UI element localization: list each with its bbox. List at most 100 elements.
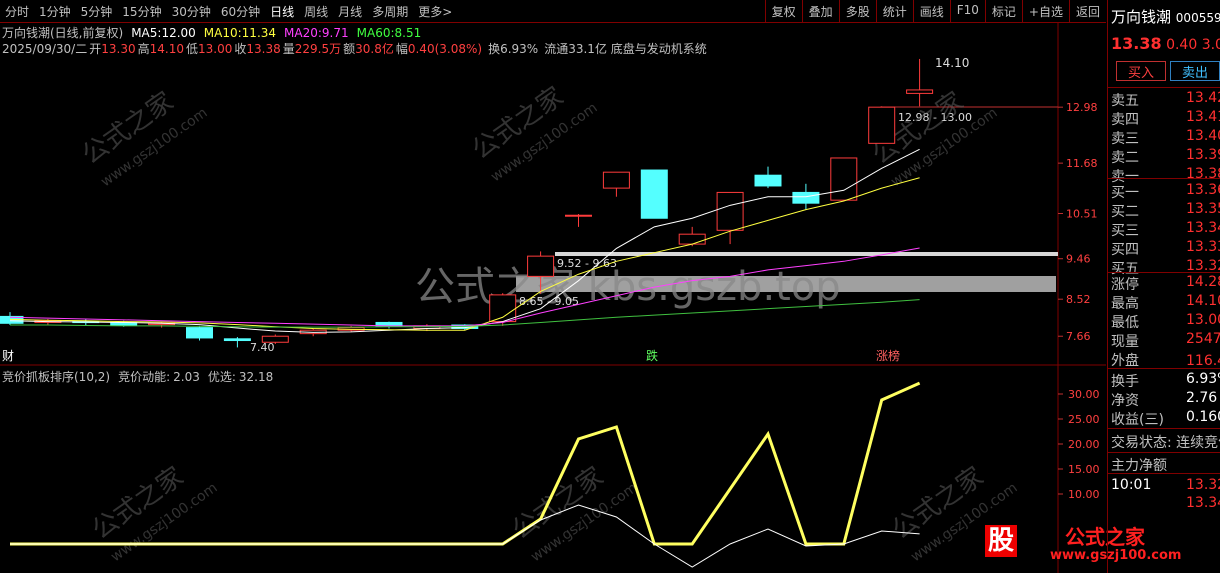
row-value: 14.10	[1186, 293, 1220, 309]
button[interactable]: +自选	[1021, 0, 1069, 22]
book-row: 最高 14.10	[1111, 293, 1220, 313]
y-tick-label: 10.00	[1068, 488, 1100, 501]
line	[10, 299, 920, 328]
indicator-labels: 竞价动能: 2.03 优选: 32.18	[110, 370, 273, 384]
quote-label: 开	[89, 42, 102, 56]
quote-line: 2025/09/30/二 开13.30 高14.10 低13.00 收13.38 量229…	[2, 40, 707, 57]
book-row: 换手 6.93%	[1111, 371, 1220, 391]
row-value: 2.76	[1186, 390, 1218, 406]
tab[interactable]: 更多>	[418, 4, 453, 19]
row-label: 涨停	[1111, 277, 1139, 293]
row-label: 卖四	[1111, 112, 1139, 128]
quote-value: 0.40(3.08%)	[407, 42, 483, 56]
code: 000559	[1175, 11, 1220, 25]
buttons: 复权 叠加 多股 统计 画线 F10 标记 +自选 返回	[764, 0, 1106, 22]
tab[interactable]: 1分钟	[39, 4, 71, 19]
quote-label: 收	[234, 42, 247, 56]
side-panel: 万向钱潮 000559 13.38 0.40 3.08% 买入 卖出 卖五 13.…	[1107, 0, 1220, 573]
tab[interactable]: 60分钟	[220, 4, 261, 19]
y-tick-label: 15.00	[1068, 463, 1100, 476]
button[interactable]: F10	[949, 0, 985, 22]
book-row: 收益(三) 0.160	[1111, 409, 1220, 429]
range-bar	[555, 252, 1058, 256]
book-row: 买二 13.35	[1111, 201, 1220, 221]
quote-label: 高	[137, 42, 150, 56]
quote-label: 流通	[544, 42, 569, 56]
button[interactable]: 返回	[1068, 0, 1106, 22]
tab[interactable]: 周线	[304, 4, 329, 19]
book-row: 净资 2.76	[1111, 390, 1220, 410]
indicator-value: 32.18	[238, 370, 274, 384]
tab[interactable]: 多周期	[372, 4, 409, 19]
button[interactable]: 标记	[984, 0, 1022, 22]
time-text: 10:01	[1111, 477, 1152, 493]
quote-label: 量	[282, 42, 295, 56]
row-label: 买四	[1111, 242, 1139, 258]
tab[interactable]: 月线	[338, 4, 363, 19]
indicator-title: 竞价抓板排序(10,2)	[2, 370, 111, 384]
tab[interactable]: 5分钟	[80, 4, 113, 19]
row-value: 13.00	[1186, 312, 1220, 328]
row-value: 13.40	[1186, 128, 1220, 144]
quote-value: 33.1亿	[568, 42, 607, 56]
sector: 底盘与发动机系统	[610, 42, 707, 56]
quote-label: 额	[343, 42, 356, 56]
y-tick-label: 12.98	[1066, 101, 1098, 114]
row-label: 最高	[1111, 296, 1139, 312]
separator	[1108, 272, 1220, 273]
ma-label: MA20:	[284, 26, 322, 40]
tick-price: 13.32	[1186, 477, 1220, 493]
ma-value: 8.51	[394, 26, 422, 40]
sell-button[interactable]: 卖出	[1170, 61, 1220, 81]
tick-price: 13.34	[1186, 495, 1220, 511]
row-value: 13.35	[1186, 201, 1220, 217]
book-row: 买一 13.36	[1111, 182, 1220, 202]
button[interactable]: 统计	[875, 0, 913, 22]
row-value: 13.38	[1186, 166, 1220, 182]
candle-body	[223, 338, 251, 342]
marker: 跌	[646, 348, 658, 363]
row-label: 卖一	[1111, 169, 1139, 185]
row-label: 外盘	[1111, 353, 1139, 369]
quote: 开13.30 高14.10 低13.00 收13.38 量229.5万 额30.8亿 幅0.…	[87, 42, 607, 56]
candle-body	[527, 255, 555, 277]
indicator-label: 优选:	[207, 370, 236, 384]
main-net: 主力净额	[1111, 458, 1167, 474]
row-value: 13.36	[1186, 182, 1220, 198]
tab[interactable]: 分时	[5, 4, 30, 19]
quote-value: 229.5万	[294, 42, 342, 56]
quote-value: 6.93%	[500, 42, 539, 56]
candle-body	[792, 191, 820, 204]
y-tick-label: 8.52	[1066, 293, 1091, 306]
logo: 股	[985, 525, 1017, 557]
button[interactable]: 多股	[838, 0, 876, 22]
change: 0.40	[1166, 37, 1198, 53]
row-label: 现量	[1111, 334, 1139, 350]
row-value: 0.160	[1186, 409, 1220, 425]
tab[interactable]: 日线	[270, 4, 295, 19]
y-tick-label: 7.66	[1066, 330, 1091, 343]
button[interactable]: 复权	[764, 0, 802, 22]
row-label: 最低	[1111, 315, 1139, 331]
row-value: 13.33	[1186, 239, 1220, 255]
book-row: 买三 13.34	[1111, 220, 1220, 240]
y-tick-label: 11.68	[1066, 157, 1098, 170]
y-tick-label: 30.00	[1068, 388, 1100, 401]
tab[interactable]: 15分钟	[122, 4, 162, 19]
buy-button[interactable]: 买入	[1116, 61, 1166, 81]
button[interactable]: 叠加	[801, 0, 839, 22]
row-label: 买三	[1111, 223, 1139, 239]
marker: 涨榜	[876, 348, 900, 363]
indicator-value: 2.03	[173, 370, 200, 384]
button[interactable]: 画线	[912, 0, 950, 22]
row-value: 13.32	[1186, 258, 1220, 274]
book-row: 卖四 13.41	[1111, 109, 1220, 129]
candle-body	[830, 157, 858, 201]
row-label: 净资	[1111, 393, 1139, 409]
tabs: 分时 1分钟 5分钟 15分钟 30分钟 60分钟 日线 周线 月线 多周期 更多>	[0, 3, 457, 20]
book-row: 涨停 14.28	[1111, 274, 1220, 294]
row-value: 13.39	[1186, 147, 1220, 163]
tab[interactable]: 30分钟	[171, 4, 211, 19]
candle-body	[565, 214, 592, 217]
price: 13.38	[1111, 34, 1162, 53]
